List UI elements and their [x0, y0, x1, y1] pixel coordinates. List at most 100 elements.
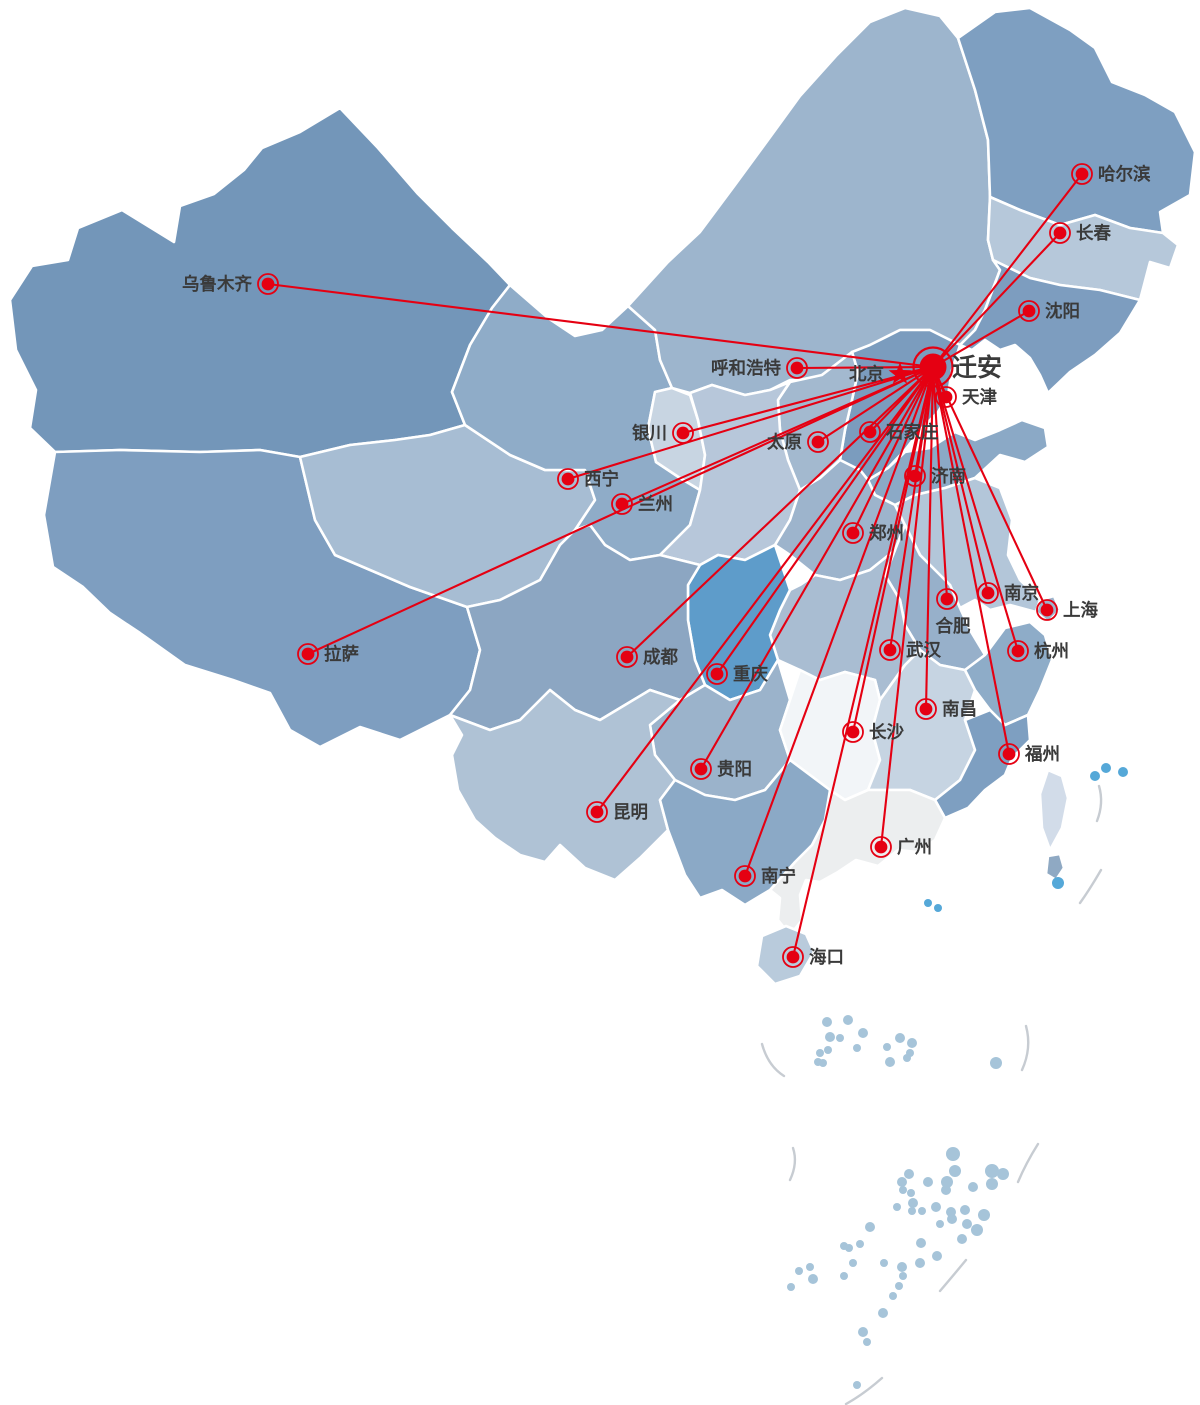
boundary-dash — [1095, 784, 1103, 823]
island-dot — [843, 1015, 853, 1025]
boundary-dash — [1016, 1142, 1040, 1184]
city-label: 郑州 — [869, 523, 904, 544]
island-dot — [897, 1177, 907, 1187]
city-ring — [936, 588, 958, 610]
city-dot — [1011, 644, 1025, 658]
route-line — [932, 173, 1083, 368]
city-dot — [1075, 167, 1089, 181]
city-dot — [919, 702, 933, 716]
province-guangxi — [658, 758, 832, 907]
city-ring — [1071, 163, 1093, 185]
city-label: 沈阳 — [1045, 301, 1080, 322]
island-dot — [895, 1033, 905, 1043]
route-line — [626, 366, 934, 658]
island-dot — [904, 1169, 914, 1179]
island-dot — [908, 1198, 918, 1208]
city-dot — [846, 526, 860, 540]
island-dot — [889, 1292, 897, 1300]
city-ring — [915, 698, 937, 720]
city-label: 长春 — [1076, 223, 1111, 244]
city-label: 银川 — [632, 423, 667, 444]
island-dot-bright — [1052, 877, 1064, 889]
city-label: 石家庄 — [885, 422, 939, 443]
city-ring — [611, 493, 633, 515]
island-dot — [907, 1038, 917, 1048]
island-dot — [853, 1044, 861, 1052]
city-label: 南宁 — [761, 866, 796, 887]
city-dot — [863, 425, 877, 439]
city-label: 成都 — [643, 647, 678, 668]
boundary-dash — [1078, 868, 1103, 905]
city-dot — [981, 586, 995, 600]
island-dot — [853, 1381, 861, 1389]
route-line — [931, 366, 990, 594]
city-ring — [998, 743, 1020, 765]
hub-dot — [919, 353, 947, 381]
island-dot — [836, 1034, 844, 1042]
island-dot — [941, 1185, 951, 1195]
route-line — [817, 366, 934, 443]
city-dot — [786, 950, 800, 964]
route-line — [852, 366, 934, 534]
island-dot — [808, 1274, 818, 1284]
city-ring — [297, 643, 319, 665]
city-ring — [586, 801, 608, 823]
city-label: 武汉 — [906, 640, 941, 661]
city-ring — [257, 273, 279, 295]
island-dot — [825, 1032, 835, 1042]
city-ring — [879, 639, 901, 661]
island-dot — [978, 1209, 990, 1221]
city-ring — [557, 468, 579, 490]
beijing-star-icon — [888, 362, 912, 384]
island-dot — [941, 1176, 953, 1188]
city-label: 长沙 — [869, 722, 904, 743]
island-dot — [918, 1207, 926, 1215]
city-dot — [615, 497, 629, 511]
island-dot — [880, 1259, 888, 1267]
city-label: 拉萨 — [324, 644, 359, 665]
city-dot — [561, 472, 575, 486]
city-dot — [261, 277, 275, 291]
island-dot-bright — [1101, 763, 1111, 773]
island-dot — [865, 1222, 875, 1232]
island-dot — [931, 1202, 941, 1212]
island-dot-bright — [924, 899, 932, 907]
island-dot — [885, 1057, 895, 1067]
island-dot — [962, 1219, 972, 1229]
city-ring — [734, 865, 756, 887]
city-label: 杭州 — [1034, 641, 1069, 662]
island-dot — [856, 1240, 864, 1248]
route-line — [888, 366, 935, 651]
island-dot — [840, 1272, 848, 1280]
island-dot-bright — [934, 904, 942, 912]
province-taiwan — [1038, 768, 1070, 852]
city-ring — [1018, 300, 1040, 322]
route-line — [267, 282, 934, 369]
island-dot — [916, 1238, 926, 1248]
city-dot — [620, 650, 634, 664]
island-dot — [968, 1182, 978, 1192]
city-dot — [710, 667, 724, 681]
city-dot — [940, 592, 954, 606]
island-dot — [845, 1244, 853, 1252]
hub-label: 迁安 — [952, 353, 1002, 382]
city-dot — [790, 361, 804, 375]
city-label: 太原 — [767, 432, 802, 453]
city-ring — [842, 522, 864, 544]
island-dot — [893, 1203, 901, 1211]
boundary-dash — [788, 1146, 797, 1182]
island-dot — [824, 1046, 832, 1054]
city-ring — [1007, 640, 1029, 662]
province-layer — [8, 6, 1197, 986]
island-dot-bright — [1090, 771, 1100, 781]
boundary-dash — [844, 1376, 884, 1405]
island-dot — [949, 1165, 961, 1177]
hub-ring — [912, 346, 954, 388]
city-dot — [694, 762, 708, 776]
city-dot — [1040, 603, 1054, 617]
route-line — [682, 365, 934, 435]
city-label: 重庆 — [733, 664, 768, 685]
boundary-dash — [760, 1042, 786, 1078]
